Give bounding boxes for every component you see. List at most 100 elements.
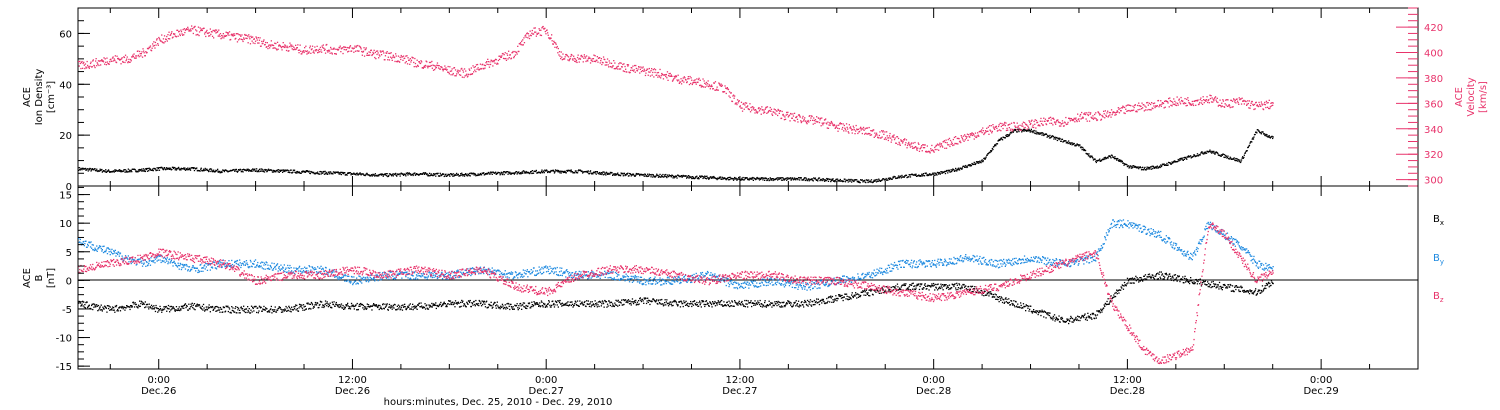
bx-series-point	[98, 307, 101, 309]
bx-series-point	[133, 303, 135, 305]
bx-series-point	[436, 304, 439, 307]
velocity-series-point	[900, 139, 902, 141]
density-series-point	[678, 175, 680, 177]
velocity-series-point	[1249, 107, 1251, 109]
density-series-point	[1038, 132, 1040, 134]
velocity-series-point	[502, 52, 504, 55]
density-series-point	[713, 176, 715, 179]
velocity-series-point	[91, 66, 93, 68]
density-series-point	[791, 178, 793, 180]
density-series-point	[705, 175, 707, 178]
bx-series-point	[206, 309, 209, 311]
velocity-series-point	[811, 115, 813, 118]
velocity-series-point	[277, 48, 279, 50]
velocity-series-point	[704, 82, 706, 84]
density-series-point	[1088, 155, 1091, 157]
velocity-series-point	[671, 80, 674, 82]
velocity-series-point	[1261, 103, 1263, 105]
density-series-point	[371, 175, 374, 177]
velocity-series-point	[1211, 97, 1213, 99]
bx-series-point	[109, 309, 111, 311]
velocity-series-point	[453, 67, 456, 69]
velocity-series-point	[88, 67, 90, 69]
bx-series-point	[382, 304, 384, 306]
velocity-series-point	[329, 52, 331, 54]
density-series-point	[1126, 164, 1128, 166]
velocity-series-point	[236, 41, 239, 43]
velocity-series-point	[723, 91, 726, 93]
density-series-point	[1260, 132, 1262, 134]
density-series-point	[553, 170, 555, 172]
density-series-point	[666, 174, 669, 176]
velocity-series	[78, 25, 1274, 154]
velocity-series-point	[305, 45, 307, 47]
bx-series-point	[471, 302, 473, 304]
velocity-series-point	[1209, 94, 1211, 96]
velocity-series-point	[508, 50, 510, 52]
density-series-point	[825, 179, 827, 182]
velocity-series-point	[274, 47, 276, 49]
velocity-series-point	[1200, 97, 1202, 99]
density-series-point	[212, 170, 214, 173]
density-series-point	[872, 181, 874, 183]
bx-series-point	[328, 303, 330, 306]
density-series-point	[672, 177, 674, 179]
density-series-point	[157, 169, 159, 171]
bx-series-point	[287, 309, 289, 311]
velocity-series-point	[205, 35, 207, 38]
density-series-point	[454, 173, 456, 176]
velocity-series-point	[1124, 112, 1126, 115]
velocity-series-point	[602, 56, 605, 58]
density-series-point	[1072, 143, 1074, 146]
velocity-series-point	[340, 48, 343, 50]
velocity-series-point	[81, 60, 83, 63]
velocity-series-point	[890, 137, 892, 139]
velocity-series-point	[970, 134, 972, 136]
velocity-series-point	[1061, 120, 1064, 122]
velocity-series-point	[967, 139, 969, 141]
velocity-series-point	[475, 64, 478, 66]
bx-series-point	[101, 310, 103, 312]
velocity-series-point	[660, 77, 662, 79]
velocity-series-point	[309, 45, 311, 47]
velocity-series-point	[604, 58, 606, 61]
density-series-point	[824, 178, 826, 181]
bx-series-point	[387, 308, 389, 311]
velocity-series-point	[1045, 123, 1048, 126]
density-series-point	[898, 177, 900, 179]
velocity-series-point	[454, 75, 456, 77]
density-series-point	[78, 169, 80, 171]
bx-series-point	[339, 306, 341, 308]
density-series-point	[168, 167, 170, 169]
density-series-point	[666, 176, 668, 179]
velocity-series-point	[821, 122, 823, 124]
velocity-series-point	[198, 34, 200, 37]
velocity-series-point	[571, 58, 574, 60]
velocity-series-point	[267, 45, 270, 47]
density-series-point	[1174, 161, 1176, 163]
velocity-series-point	[1198, 103, 1200, 105]
velocity-series-point	[977, 134, 979, 136]
bx-series-point	[312, 307, 314, 309]
density-series-point	[674, 176, 676, 178]
density-series-point	[1123, 164, 1125, 166]
density-series-point	[1029, 131, 1031, 133]
velocity-series-point	[1199, 99, 1201, 101]
density-series-point	[158, 167, 160, 169]
velocity-series-point	[798, 114, 800, 116]
density-series-point	[1087, 155, 1090, 157]
bx-series-point	[405, 308, 407, 311]
density-series-point	[157, 167, 159, 169]
velocity-series-point	[664, 74, 666, 76]
density-series-point	[785, 177, 787, 179]
density-series-point	[812, 180, 814, 182]
velocity-series-point	[1081, 117, 1083, 119]
velocity-series-point	[1018, 129, 1021, 131]
bx-series-point	[192, 304, 194, 306]
velocity-series-point	[1027, 127, 1030, 129]
density-series-point	[602, 171, 604, 173]
velocity-series-point	[712, 88, 714, 90]
velocity-series-point	[1001, 124, 1004, 126]
velocity-series-point	[1090, 116, 1092, 118]
velocity-series-point	[434, 68, 436, 71]
